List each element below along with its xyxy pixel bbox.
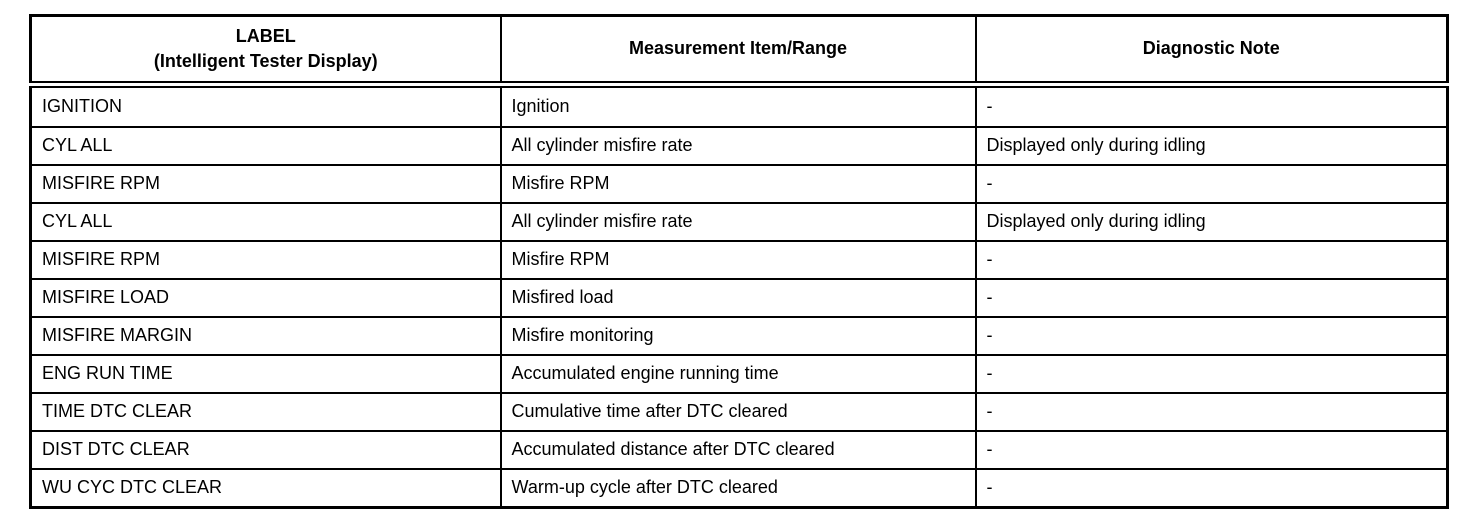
cell-measurement-item: Misfire RPM (499, 239, 977, 280)
table-row-time-dtc-clear: TIME DTC CLEAR Cumulative time after DTC… (29, 391, 1449, 432)
table-row-eng-run-time: ENG RUN TIME Accumulated engine running … (29, 353, 1449, 394)
cell-measurement-item: Misfired load (499, 277, 977, 318)
cell-diagnostic-note: - (974, 83, 1449, 128)
table-row-misfire-load: MISFIRE LOAD Misfired load - (29, 277, 1449, 318)
table-row-wu-cyc-dtc-clear: WU CYC DTC CLEAR Warm-up cycle after DTC… (29, 467, 1449, 509)
table-body: IGNITION Ignition - CYL ALL All cylinder… (29, 83, 1449, 509)
cell-measurement-item: Cumulative time after DTC cleared (499, 391, 977, 432)
cell-measurement-item: Misfire RPM (499, 163, 977, 204)
cell-diagnostic-note: - (974, 277, 1449, 318)
cell-diagnostic-note: - (974, 429, 1449, 470)
cell-label: WU CYC DTC CLEAR (29, 467, 502, 509)
cell-label: MISFIRE RPM (29, 239, 502, 280)
cell-diagnostic-note: - (974, 467, 1449, 509)
table-header-row: LABEL (Intelligent Tester Display) Measu… (29, 14, 1449, 88)
diagnostic-data-table-container: LABEL (Intelligent Tester Display) Measu… (29, 14, 1449, 509)
table-row-ignition: IGNITION Ignition - (29, 83, 1449, 128)
table-row-misfire-rpm-1: MISFIRE RPM Misfire RPM - (29, 163, 1449, 204)
cell-diagnostic-note: - (974, 315, 1449, 356)
cell-measurement-item: Accumulated distance after DTC cleared (499, 429, 977, 470)
table-header: LABEL (Intelligent Tester Display) Measu… (29, 14, 1449, 88)
cell-diagnostic-note: - (974, 353, 1449, 394)
cell-measurement-item: Warm-up cycle after DTC cleared (499, 467, 977, 509)
cell-label: ENG RUN TIME (29, 353, 502, 394)
cell-diagnostic-note: - (974, 391, 1449, 432)
column-header-measurement-item-range: Measurement Item/Range (499, 14, 977, 88)
cell-label: CYL ALL (29, 201, 502, 242)
cell-label: MISFIRE LOAD (29, 277, 502, 318)
table-row-cyl-all-1: CYL ALL All cylinder misfire rate Displa… (29, 125, 1449, 166)
column-header-diagnostic-note: Diagnostic Note (974, 14, 1449, 88)
table-row-cyl-all-2: CYL ALL All cylinder misfire rate Displa… (29, 201, 1449, 242)
cell-label: MISFIRE MARGIN (29, 315, 502, 356)
cell-label: CYL ALL (29, 125, 502, 166)
column-header-label-line1: LABEL (235, 25, 296, 46)
cell-diagnostic-note: Displayed only during idling (974, 125, 1449, 166)
column-header-label-line2: (Intelligent Tester Display) (153, 51, 378, 71)
cell-diagnostic-note: Displayed only during idling (974, 201, 1449, 242)
table-row-dist-dtc-clear: DIST DTC CLEAR Accumulated distance afte… (29, 429, 1449, 470)
cell-measurement-item: All cylinder misfire rate (499, 201, 977, 242)
data-list-table: LABEL (Intelligent Tester Display) Measu… (29, 14, 1449, 509)
cell-label: IGNITION (29, 83, 502, 128)
cell-diagnostic-note: - (974, 239, 1449, 280)
table-row-misfire-rpm-2: MISFIRE RPM Misfire RPM - (29, 239, 1449, 280)
cell-measurement-item: All cylinder misfire rate (499, 125, 977, 166)
cell-diagnostic-note: - (974, 163, 1449, 204)
cell-measurement-item: Misfire monitoring (499, 315, 977, 356)
cell-measurement-item: Accumulated engine running time (499, 353, 977, 394)
cell-label: TIME DTC CLEAR (29, 391, 502, 432)
cell-measurement-item: Ignition (499, 83, 977, 128)
cell-label: DIST DTC CLEAR (29, 429, 502, 470)
table-row-misfire-margin: MISFIRE MARGIN Misfire monitoring - (29, 315, 1449, 356)
cell-label: MISFIRE RPM (29, 163, 502, 204)
column-header-label: LABEL (Intelligent Tester Display) (29, 14, 502, 88)
